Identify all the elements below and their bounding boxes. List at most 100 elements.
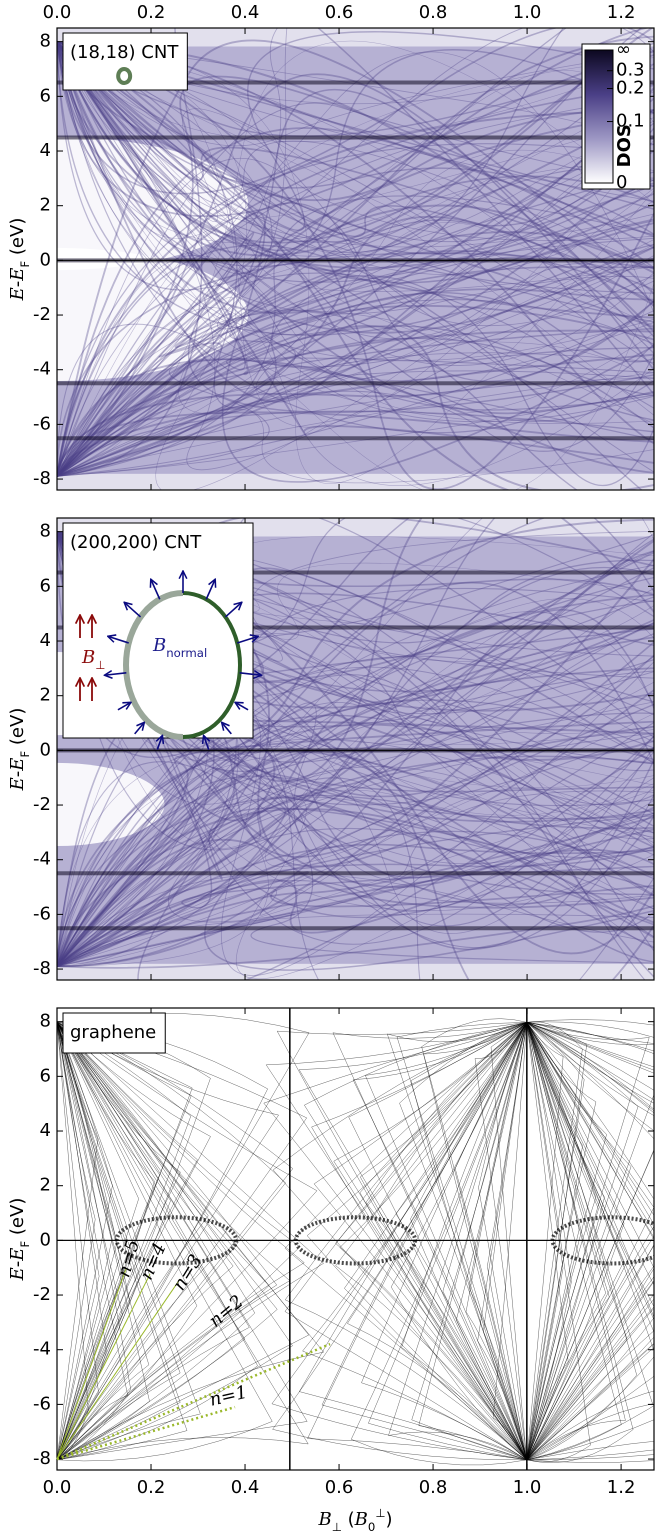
map-texture [526,1235,654,1460]
map-texture [57,531,654,890]
map-texture [57,292,654,477]
y-axis-label: E-EF (eV) [7,218,32,302]
map-texture [526,1022,654,1352]
map-texture [526,1330,654,1461]
level-line [56,1278,181,1460]
y-tick-label: 8 [40,521,51,542]
map-texture [526,1281,654,1460]
map-texture [57,73,654,477]
map-texture [332,1032,528,1460]
map-texture [57,605,654,967]
map-texture [526,1101,597,1460]
map-texture [57,600,654,967]
map-texture [306,1235,528,1461]
map-texture [57,41,654,421]
y-axis-label-part: E [7,287,28,301]
map-texture [57,182,654,478]
map-texture [456,1022,528,1321]
map-texture [57,327,654,477]
x-tick-label: 0.2 [137,2,166,23]
y-tick-label: 6 [40,1065,51,1086]
map-texture [57,41,654,376]
map-texture [57,796,654,967]
level-line [56,1273,151,1460]
tube-icon [116,67,133,85]
map-texture [57,1219,96,1460]
map-texture [332,1022,527,1039]
map-texture [57,274,654,477]
map-texture [526,1276,654,1460]
map-texture [57,681,654,967]
y-tick-label: -4 [33,359,51,380]
y-tick-label: 4 [40,630,51,651]
map-texture [57,353,654,477]
field-label-part: ⊥ [95,658,105,672]
map-texture [57,1022,99,1393]
map-texture [321,1404,527,1461]
map-texture [411,1022,528,1420]
map-band [57,570,654,575]
map-texture [57,309,579,490]
map-texture [57,346,654,477]
x-tick-label: 0.6 [325,1477,354,1498]
map-texture [526,1022,654,1046]
map-texture [57,175,654,477]
x-tick-label: 1.0 [513,2,542,23]
y-axis-label-part: E [7,1248,28,1262]
map-texture [57,1242,118,1460]
map-texture [401,1347,528,1461]
map-texture [57,871,654,967]
map-texture [57,127,654,477]
map-texture [57,550,654,967]
map-texture [57,1185,113,1460]
y-tick-label: -4 [33,849,51,870]
map-texture [307,1438,527,1461]
map-texture [57,41,654,239]
map-texture [57,41,654,294]
y-tick-label: 8 [40,31,51,52]
map-texture [302,1350,527,1461]
map-texture [57,1285,270,1461]
map-texture [57,608,654,967]
density-map [57,28,654,490]
map-texture [353,1022,527,1081]
normal-arrow [104,673,127,675]
map-texture [350,1022,528,1440]
map-texture [57,304,654,477]
map-texture [526,1022,654,1091]
map-texture [526,1317,654,1461]
map-texture [57,1022,270,1286]
panel-annotation: (200,200) CNT [70,532,202,553]
map-texture [57,184,654,477]
map-texture [365,1075,528,1460]
map-texture [361,1022,528,1383]
map-texture [526,1296,610,1460]
normal-arrow [222,722,232,735]
map-texture [57,720,654,967]
map-texture [57,370,654,477]
map-texture [465,1311,528,1460]
map-texture [57,41,654,244]
colorbar-tick-label: 0.1 [616,111,645,132]
map-texture [57,788,654,967]
map-texture [284,1022,528,1312]
map-texture [57,41,654,147]
map-texture [57,1246,301,1461]
map-texture [57,41,654,243]
map-texture [526,1022,654,1286]
x-tick-label: 0.4 [231,2,260,23]
map-texture [57,41,654,236]
annotation-box [62,1012,166,1054]
map-texture [57,299,654,477]
y-axis-label-part: - [7,281,28,288]
map-texture [360,1022,528,1178]
panel-annotation: (18,18) CNT [70,42,179,63]
map-texture [57,745,654,967]
map-texture [526,1403,653,1461]
y-tick-label: 4 [40,1120,51,1141]
map-texture [492,1022,528,1418]
normal-arrow [117,702,131,711]
map-texture [57,377,654,477]
density-map [57,1008,654,1470]
map-gap [57,473,654,490]
